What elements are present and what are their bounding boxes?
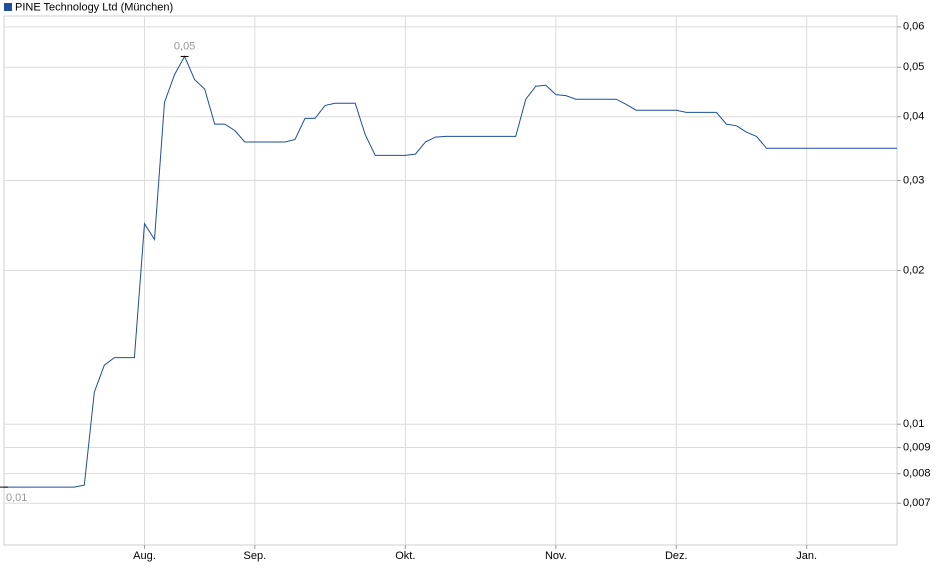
- y-tick-label: 0,008: [903, 468, 931, 480]
- y-tick-label: 0,05: [903, 61, 924, 73]
- y-tick-label: 0,06: [903, 21, 924, 33]
- legend-label: PINE Technology Ltd (München): [15, 1, 173, 13]
- x-tick-label: Dez.: [665, 550, 688, 562]
- y-tick-label: 0,009: [903, 441, 931, 453]
- y-tick-label: 0,04: [903, 111, 924, 123]
- x-tick-label: Nov.: [545, 550, 567, 562]
- x-tick-label: Jan.: [796, 550, 817, 562]
- x-tick-label: Aug.: [133, 550, 156, 562]
- x-tick-label: Okt.: [395, 550, 415, 562]
- y-tick-label: 0,01: [903, 418, 924, 430]
- x-tick-label: Sep.: [244, 550, 267, 562]
- y-tick-label: 0,02: [903, 264, 924, 276]
- y-tick-label: 0,007: [903, 497, 931, 509]
- plot-frame: [3, 15, 898, 546]
- value-label: 0,05: [174, 40, 195, 52]
- value-label: 0,01: [6, 492, 27, 504]
- y-tick-label: 0,03: [903, 174, 924, 186]
- price-line: [4, 55, 897, 488]
- legend-swatch: [4, 3, 12, 11]
